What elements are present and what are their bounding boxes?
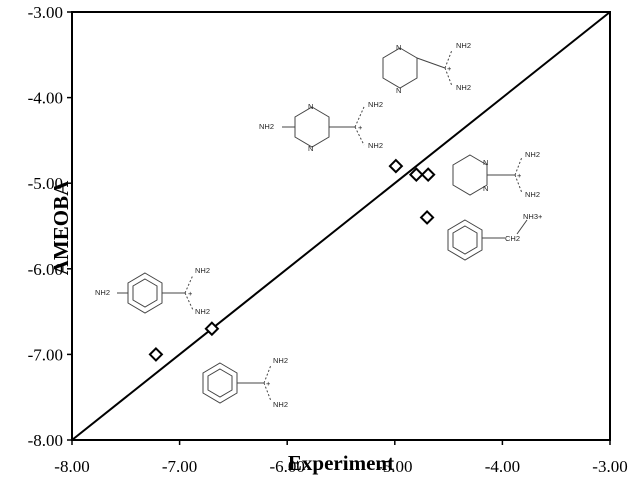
svg-text:+: + <box>447 64 452 73</box>
y-tick-label: -5.00 <box>28 174 63 193</box>
x-tick-label: -7.00 <box>162 457 197 476</box>
x-axis-title: Experiment <box>288 451 394 475</box>
svg-text:NH2: NH2 <box>525 190 540 199</box>
svg-text:+: + <box>266 379 271 388</box>
y-tick-label: -7.00 <box>28 345 63 364</box>
y-tick-label: -6.00 <box>28 260 63 279</box>
y-axis-title: AMEOBA <box>49 180 73 275</box>
svg-text:NH2: NH2 <box>259 122 274 131</box>
data-point-marker <box>408 167 424 183</box>
data-point-marker <box>419 210 435 225</box>
svg-text:NH2: NH2 <box>456 41 471 50</box>
svg-text:NH3+: NH3+ <box>523 212 543 221</box>
x-tick-label: -6.00 <box>269 457 304 476</box>
data-point-marker <box>420 167 436 183</box>
svg-text:NH2: NH2 <box>273 400 288 409</box>
identity-reference-line <box>71 11 611 441</box>
molecule-benzylammonium: CH2 NH3+ <box>447 212 543 261</box>
svg-text:+: + <box>358 123 363 132</box>
data-points <box>148 158 436 362</box>
svg-text:N: N <box>483 184 488 193</box>
molecule-pyrazine-amidinium: N N + NH2 NH2 <box>382 41 471 95</box>
svg-text:NH2: NH2 <box>368 141 383 150</box>
svg-text:N: N <box>396 43 401 52</box>
data-point-marker <box>148 346 164 362</box>
svg-text:CH2: CH2 <box>505 234 520 243</box>
y-axis-ticks: -8.00 -7.00 -6.00 -5.00 -4.00 -3.00 <box>28 3 72 450</box>
svg-text:N: N <box>308 102 313 111</box>
y-tick-label: -4.00 <box>28 89 63 108</box>
svg-text:NH2: NH2 <box>195 266 210 275</box>
molecule-pyrimidine-amidinium: N N + NH2 NH2 <box>452 150 540 199</box>
svg-text:+: + <box>517 171 522 180</box>
molecule-aminopyrimidine-amidinium: NH2 N N + NH2 NH2 <box>259 100 383 153</box>
x-tick-label: -8.00 <box>54 457 89 476</box>
x-tick-label: -3.00 <box>592 457 627 476</box>
x-axis-ticks: -8.00 -7.00 -6.00 -5.00 -4.00 -3.00 <box>54 440 628 476</box>
data-point-marker <box>204 321 220 337</box>
svg-text:NH2: NH2 <box>95 288 110 297</box>
svg-text:N: N <box>308 144 313 153</box>
data-point-marker <box>388 158 404 174</box>
svg-text:NH2: NH2 <box>273 356 288 365</box>
molecule-aminobenzamidinium: NH2 + NH2 NH2 <box>95 266 210 316</box>
molecule-benzamidinium: + NH2 NH2 <box>202 356 288 409</box>
y-tick-label: -3.00 <box>28 3 63 22</box>
y-tick-label: -8.00 <box>28 431 63 450</box>
x-tick-label: -5.00 <box>377 457 412 476</box>
svg-text:N: N <box>396 86 401 95</box>
svg-text:NH2: NH2 <box>195 307 210 316</box>
x-tick-label: -4.00 <box>485 457 520 476</box>
svg-text:NH2: NH2 <box>525 150 540 159</box>
svg-text:NH2: NH2 <box>368 100 383 109</box>
svg-text:NH2: NH2 <box>456 83 471 92</box>
svg-text:N: N <box>483 158 488 167</box>
plot-frame <box>71 11 611 441</box>
svg-text:+: + <box>188 289 193 298</box>
